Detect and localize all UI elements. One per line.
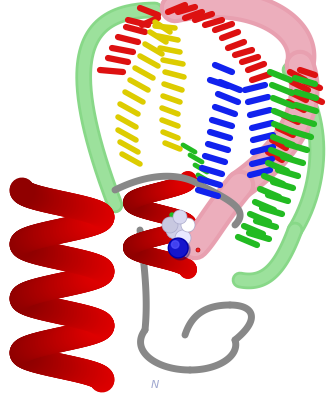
Circle shape <box>181 218 195 232</box>
Circle shape <box>170 240 190 260</box>
Circle shape <box>166 221 184 239</box>
Circle shape <box>175 230 191 246</box>
Text: N: N <box>151 380 159 390</box>
Circle shape <box>196 248 200 252</box>
Circle shape <box>172 241 179 248</box>
Circle shape <box>173 210 187 224</box>
Circle shape <box>168 238 188 258</box>
Circle shape <box>162 217 178 233</box>
